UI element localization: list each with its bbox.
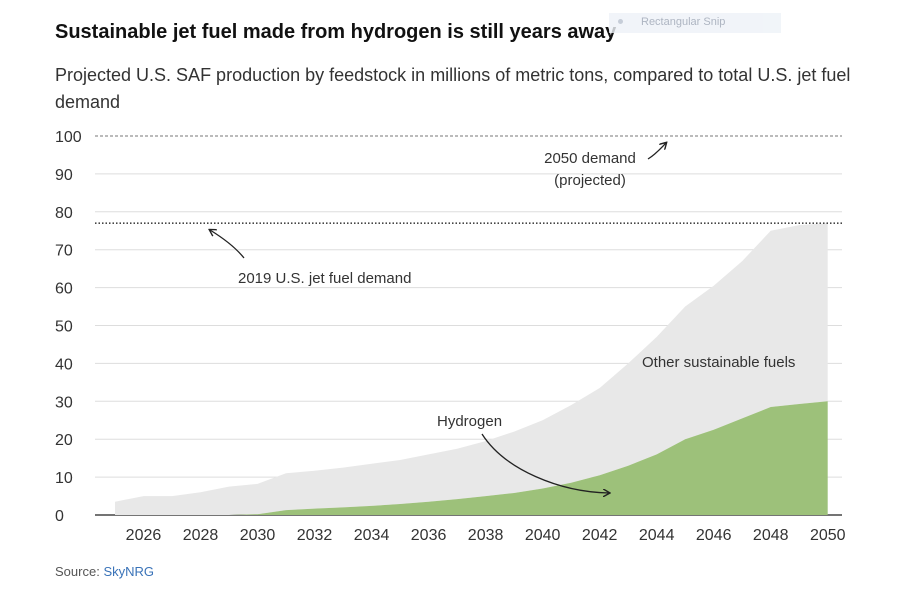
- y-tick-label: 100: [55, 129, 82, 146]
- x-tick-label: 2036: [411, 527, 447, 544]
- y-axis-tick-labels: 0 10 20 30 40 50 60 70 80 90 100: [55, 129, 82, 525]
- annotation-2050-demand-line2: (projected): [554, 172, 626, 189]
- rectangular-snip-overlay[interactable]: Rectangular Snip: [609, 13, 781, 33]
- source-note: Source: SkyNRG: [55, 564, 154, 579]
- x-tick-label: 2044: [639, 527, 675, 544]
- arrow-2050-demand: [647, 143, 666, 160]
- y-tick-label: 10: [55, 470, 73, 487]
- x-tick-label: 2034: [354, 527, 390, 544]
- other-sustainable-fuels-area: [115, 223, 828, 515]
- hydrogen-area: [115, 401, 828, 515]
- source-label: Source:: [55, 564, 100, 579]
- y-tick-label: 20: [55, 432, 73, 449]
- y-tick-label: 80: [55, 205, 73, 222]
- x-tick-label: 2046: [696, 527, 732, 544]
- annotation-hydrogen: Hydrogen: [437, 413, 502, 430]
- y-tick-label: 60: [55, 281, 73, 298]
- y-tick-label: 70: [55, 243, 73, 260]
- snip-dot-icon: [618, 19, 623, 24]
- x-tick-label: 2030: [240, 527, 276, 544]
- x-tick-label: 2028: [183, 527, 219, 544]
- x-tick-label: 2026: [126, 527, 162, 544]
- y-tick-label: 50: [55, 319, 73, 336]
- x-tick-label: 2048: [753, 527, 789, 544]
- annotation-other-fuels: Other sustainable fuels: [642, 354, 795, 371]
- y-tick-label: 30: [55, 394, 73, 411]
- snip-label: Rectangular Snip: [641, 16, 726, 28]
- x-tick-label: 2032: [297, 527, 333, 544]
- y-tick-label: 90: [55, 167, 73, 184]
- x-tick-label: 2042: [582, 527, 618, 544]
- x-tick-label: 2050: [810, 527, 846, 544]
- y-tick-label: 0: [55, 508, 64, 525]
- x-tick-label: 2040: [525, 527, 561, 544]
- x-axis-tick-labels: 2026 2028 2030 2032 2034 2036 2038 2040 2042 2044…: [126, 527, 846, 544]
- chart-title: Sustainable jet fuel made from hydrogen …: [55, 21, 617, 43]
- y-tick-label: 40: [55, 356, 73, 373]
- arrow-hydrogen: [481, 433, 609, 493]
- arrow-2019-demand: [210, 230, 245, 259]
- source-link-skynrg[interactable]: SkyNRG: [103, 564, 154, 579]
- chart-subtitle: Projected U.S. SAF production by feedsto…: [55, 65, 851, 112]
- x-tick-label: 2038: [468, 527, 504, 544]
- annotation-2050-demand-line1: 2050 demand: [544, 150, 636, 167]
- annotation-2019-demand: 2019 U.S. jet fuel demand: [238, 270, 411, 287]
